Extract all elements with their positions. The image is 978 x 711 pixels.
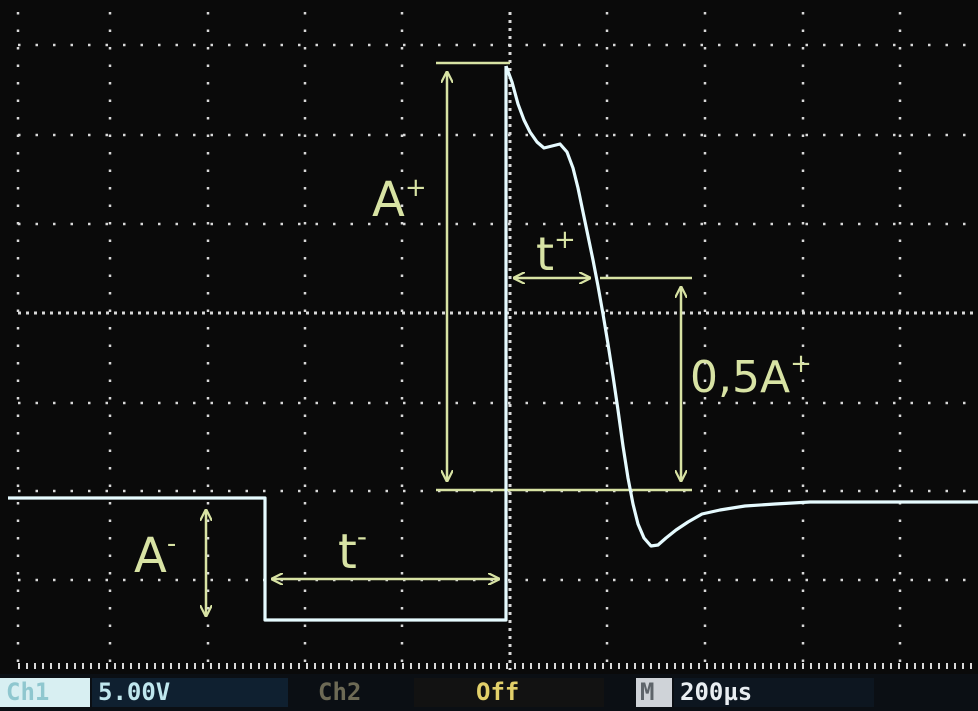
- graticule-grid: [16, 12, 978, 670]
- timebase-value[interactable]: 200µs: [674, 678, 874, 707]
- t-minus-label: t-: [338, 520, 367, 580]
- timebase-label[interactable]: M: [636, 678, 672, 707]
- waveform-trace: [8, 65, 978, 622]
- ch1-label[interactable]: Ch1: [0, 678, 90, 707]
- t-plus-label: t+: [536, 225, 576, 281]
- trace-decay: [504, 65, 978, 548]
- trace-square-pulse: [8, 66, 508, 622]
- a-plus-label: A+: [372, 172, 427, 228]
- ch2-label[interactable]: Ch2: [292, 678, 412, 707]
- ch1-volts-per-div[interactable]: 5.00V: [92, 678, 288, 707]
- ch2-state[interactable]: Off: [414, 678, 604, 707]
- screen-background: [0, 0, 978, 674]
- a-minus-label: A-: [134, 528, 176, 584]
- measurement-guides: [206, 61, 692, 616]
- half-amplitude-label: 0,5A+: [690, 349, 812, 403]
- status-bar: Ch1 5.00V Ch2 Off M 200µs: [0, 674, 978, 711]
- annotation-labels: A+ t+ 0,5A+ A- t-: [134, 172, 812, 584]
